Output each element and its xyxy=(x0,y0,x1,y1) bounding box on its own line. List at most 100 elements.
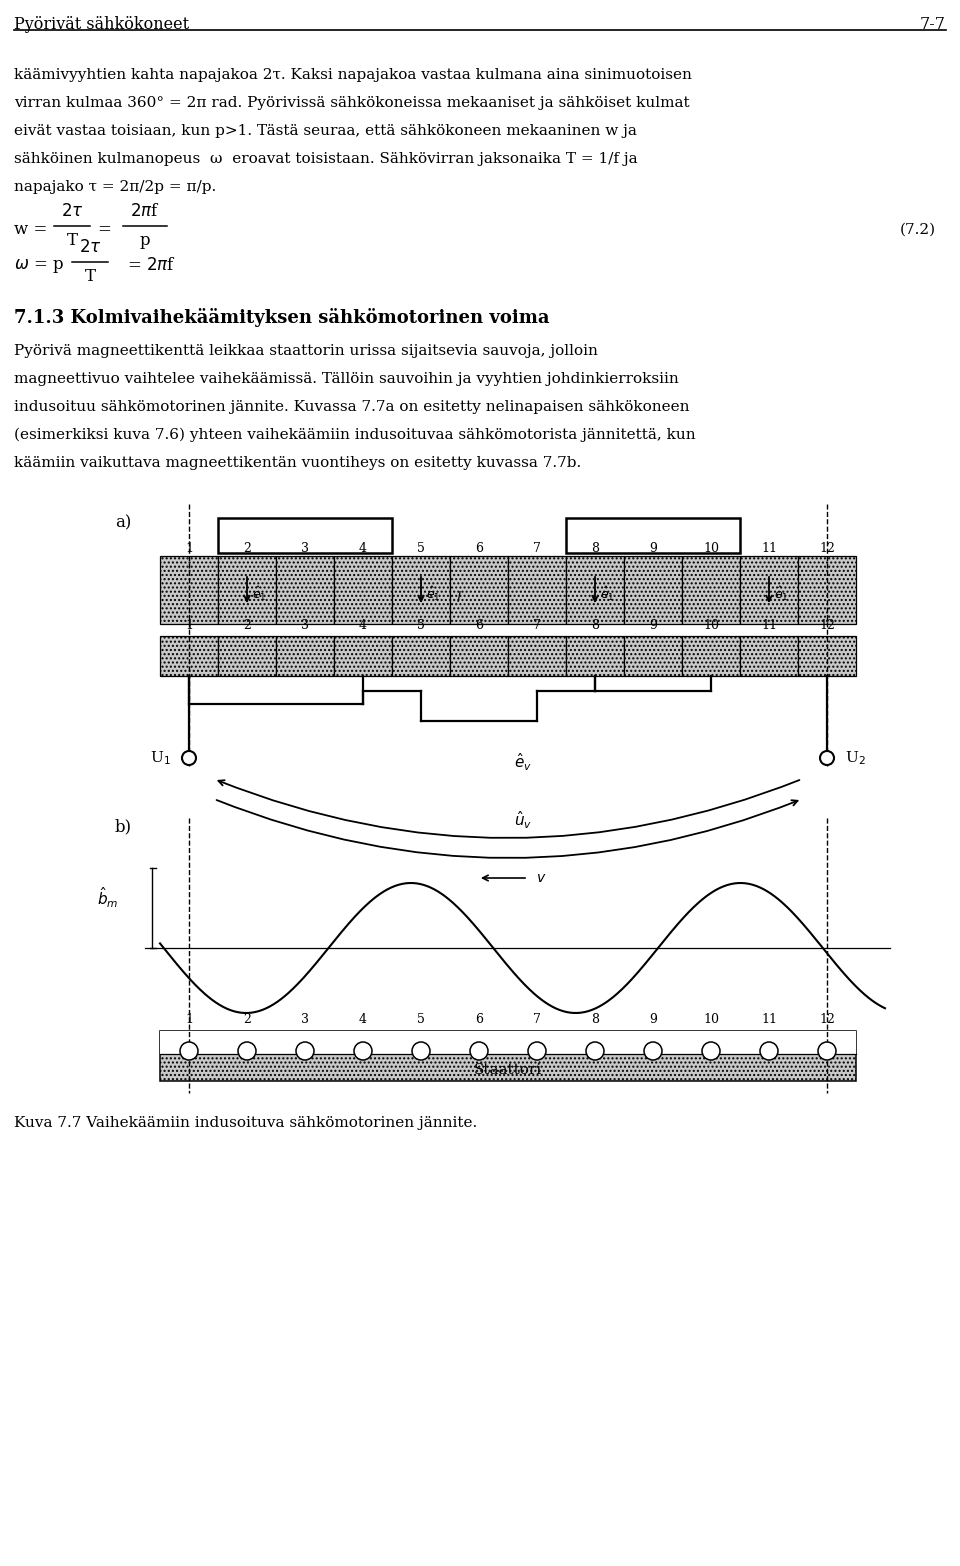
Bar xyxy=(160,1030,856,1081)
Text: 1: 1 xyxy=(185,1013,193,1026)
Text: U$_1$: U$_1$ xyxy=(151,749,171,767)
Text: Staattori: Staattori xyxy=(474,1063,542,1077)
Text: 2: 2 xyxy=(243,1013,251,1026)
Text: 9: 9 xyxy=(649,619,657,633)
Text: virran kulmaa 360° = 2π rad. Pyörivissä sähkökoneissa mekaaniset ja sähköiset ku: virran kulmaa 360° = 2π rad. Pyörivissä … xyxy=(14,96,689,110)
Text: Pyörivät sähkökoneet: Pyörivät sähkökoneet xyxy=(14,16,189,33)
Text: $\hat{e}_v$: $\hat{e}_v$ xyxy=(514,752,532,774)
Text: p: p xyxy=(140,232,151,249)
Bar xyxy=(276,556,334,623)
Bar xyxy=(508,636,566,677)
Bar xyxy=(798,556,856,623)
Text: 4: 4 xyxy=(359,1013,367,1026)
Text: 12: 12 xyxy=(819,1013,835,1026)
Text: $\hat{e}_1$: $\hat{e}_1$ xyxy=(774,586,788,603)
Circle shape xyxy=(820,752,834,766)
Text: w =: w = xyxy=(14,221,47,238)
Text: 5: 5 xyxy=(417,1013,425,1026)
Bar xyxy=(682,636,740,677)
Text: (esimerkiksi kuva 7.6) yhteen vaihekäämiin indusoituvaa sähkömotorista jännitett: (esimerkiksi kuva 7.6) yhteen vaihekäämi… xyxy=(14,428,696,442)
Text: 10: 10 xyxy=(703,542,719,554)
Bar xyxy=(740,556,798,623)
Bar xyxy=(334,556,392,623)
Bar xyxy=(682,556,740,623)
Text: $\hat{u}_v$: $\hat{u}_v$ xyxy=(514,810,532,830)
Text: (7.2): (7.2) xyxy=(900,222,936,236)
Text: eivät vastaa toisiaan, kun p>1. Tästä seuraa, että sähkökoneen mekaaninen w ja: eivät vastaa toisiaan, kun p>1. Tästä se… xyxy=(14,124,636,138)
Circle shape xyxy=(586,1041,604,1060)
Circle shape xyxy=(412,1041,430,1060)
Bar xyxy=(392,636,450,677)
Text: 7: 7 xyxy=(533,542,540,554)
Text: $\hat{e}_1$: $\hat{e}_1$ xyxy=(252,586,267,603)
Bar xyxy=(624,556,682,623)
Text: 1: 1 xyxy=(185,619,193,633)
Text: 8: 8 xyxy=(591,542,599,554)
Circle shape xyxy=(760,1041,778,1060)
Text: 6: 6 xyxy=(475,619,483,633)
Bar xyxy=(624,556,682,623)
Text: $2\pi$f: $2\pi$f xyxy=(131,204,160,219)
Text: 11: 11 xyxy=(761,542,777,554)
Bar xyxy=(218,518,392,553)
Text: 4: 4 xyxy=(359,542,367,554)
Text: 7-7: 7-7 xyxy=(920,16,946,33)
Bar xyxy=(334,636,392,677)
Text: 8: 8 xyxy=(591,619,599,633)
Text: 2: 2 xyxy=(243,542,251,554)
Bar xyxy=(160,1030,856,1054)
Text: 2: 2 xyxy=(243,619,251,633)
Circle shape xyxy=(296,1041,314,1060)
Bar xyxy=(682,556,740,623)
Text: 11: 11 xyxy=(761,1013,777,1026)
Text: 3: 3 xyxy=(301,619,309,633)
Bar xyxy=(392,556,450,623)
Text: 6: 6 xyxy=(475,1013,483,1026)
Text: indusoituu sähkömotorinen jännite. Kuvassa 7.7a on esitetty nelinapaisen sähköko: indusoituu sähkömotorinen jännite. Kuvas… xyxy=(14,399,689,413)
Text: 12: 12 xyxy=(819,542,835,554)
Text: $v$: $v$ xyxy=(536,871,546,885)
Bar xyxy=(218,636,276,677)
Text: 12: 12 xyxy=(819,619,835,633)
Text: $l$: $l$ xyxy=(456,590,462,606)
Bar xyxy=(160,556,218,623)
Text: 7: 7 xyxy=(533,619,540,633)
Text: 11: 11 xyxy=(761,619,777,633)
Bar xyxy=(566,556,624,623)
Text: $\hat{e}_1$: $\hat{e}_1$ xyxy=(426,586,441,603)
Text: a): a) xyxy=(115,514,132,531)
Bar xyxy=(508,556,566,623)
Bar xyxy=(218,636,276,677)
Circle shape xyxy=(180,1041,198,1060)
Text: 3: 3 xyxy=(301,1013,309,1026)
Bar xyxy=(740,636,798,677)
Bar xyxy=(392,636,450,677)
Bar xyxy=(450,636,508,677)
Text: 1: 1 xyxy=(185,542,193,554)
Bar xyxy=(334,636,392,677)
Bar xyxy=(392,556,450,623)
Text: napajako τ = 2π/2p = π/p.: napajako τ = 2π/2p = π/p. xyxy=(14,180,216,194)
Text: $\omega$ = p: $\omega$ = p xyxy=(14,257,64,276)
Bar xyxy=(682,636,740,677)
Text: =: = xyxy=(97,221,111,238)
Bar xyxy=(450,636,508,677)
Text: 10: 10 xyxy=(703,1013,719,1026)
Text: = $2\pi$f: = $2\pi$f xyxy=(127,257,176,274)
Text: 10: 10 xyxy=(703,619,719,633)
Bar xyxy=(276,556,334,623)
Bar xyxy=(160,636,218,677)
Bar xyxy=(566,518,740,553)
Bar xyxy=(218,556,276,623)
Bar xyxy=(798,556,856,623)
Bar xyxy=(508,636,566,677)
Circle shape xyxy=(644,1041,662,1060)
Text: 9: 9 xyxy=(649,1013,657,1026)
Text: käämivyyhtien kahta napajakoa 2τ. Kaksi napajakoa vastaa kulmana aina sinimuotoi: käämivyyhtien kahta napajakoa 2τ. Kaksi … xyxy=(14,67,692,81)
Text: $\hat{e}_1$: $\hat{e}_1$ xyxy=(600,586,614,603)
Circle shape xyxy=(818,1041,836,1060)
Text: $\hat{b}_m$: $\hat{b}_m$ xyxy=(97,886,118,910)
Text: U$_2$: U$_2$ xyxy=(845,749,866,767)
Text: 6: 6 xyxy=(475,542,483,554)
Bar xyxy=(450,556,508,623)
